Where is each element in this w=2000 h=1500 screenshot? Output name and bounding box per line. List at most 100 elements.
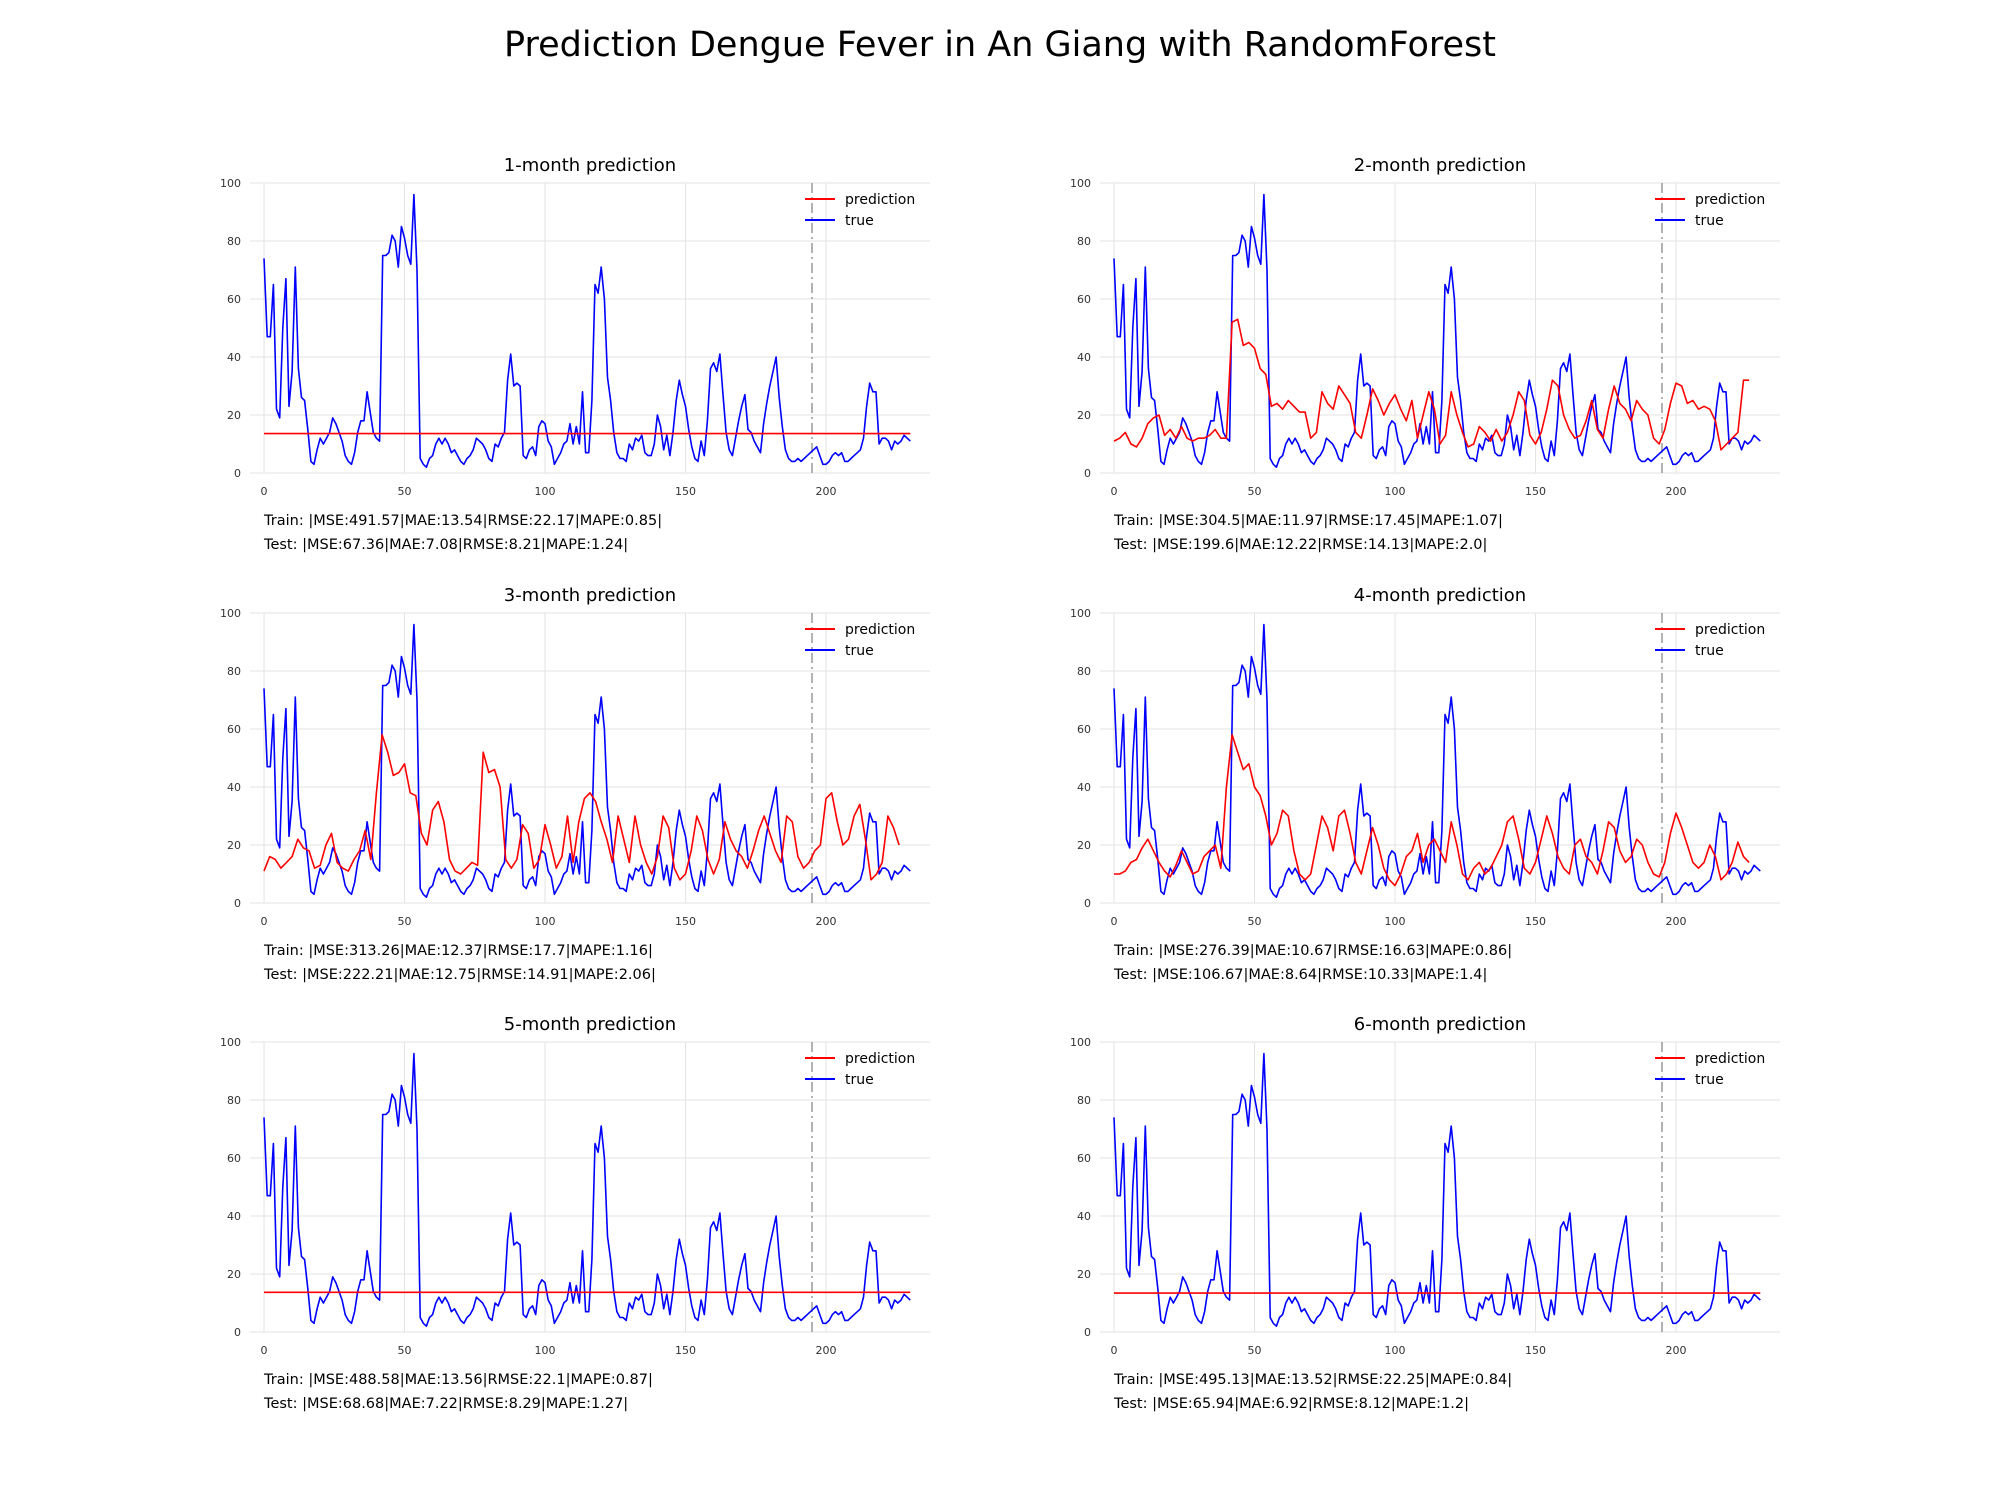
y-tick-label: 80 — [1077, 665, 1091, 678]
prediction-series-line — [1114, 734, 1750, 887]
x-tick-label: 0 — [1111, 485, 1118, 498]
true-series-line — [1113, 1052, 1761, 1327]
y-tick-label: 0 — [1084, 897, 1091, 910]
x-tick-label: 200 — [1666, 1344, 1687, 1357]
x-tick-label: 150 — [1525, 485, 1546, 498]
legend-prediction-label: prediction — [1695, 1051, 1765, 1067]
x-tick-label: 150 — [1525, 1344, 1546, 1357]
test-metrics: Test: |MSE:222.21|MAE:12.75|RMSE:14.91|M… — [263, 967, 656, 983]
prediction-series-line — [1113, 318, 1750, 451]
x-tick-label: 50 — [1248, 485, 1262, 498]
y-tick-label: 100 — [1070, 177, 1091, 190]
x-tick-label: 200 — [816, 1344, 837, 1357]
x-tick-label: 200 — [1666, 485, 1687, 498]
true-series-line — [263, 623, 911, 898]
legend-prediction-label: prediction — [1695, 622, 1765, 638]
y-tick-label: 0 — [1084, 1326, 1091, 1339]
x-tick-label: 150 — [675, 485, 696, 498]
figure-title: Prediction Dengue Fever in An Giang with… — [504, 25, 1496, 65]
y-tick-label: 60 — [1077, 723, 1091, 736]
x-tick-label: 100 — [1385, 915, 1406, 928]
x-tick-label: 0 — [261, 485, 268, 498]
y-tick-label: 100 — [220, 1036, 241, 1049]
subplot-title: 3-month prediction — [504, 585, 676, 606]
y-tick-label: 20 — [227, 409, 241, 422]
x-tick-label: 100 — [535, 915, 556, 928]
y-tick-label: 80 — [1077, 1094, 1091, 1107]
legend-true-label: true — [1695, 213, 1724, 229]
y-tick-label: 80 — [227, 1094, 241, 1107]
x-tick-label: 100 — [1385, 1344, 1406, 1357]
y-tick-label: 60 — [227, 723, 241, 736]
y-tick-label: 40 — [227, 351, 241, 364]
train-metrics: Train: |MSE:495.13|MAE:13.52|RMSE:22.25|… — [1113, 1372, 1512, 1388]
legend-true-label: true — [845, 643, 874, 659]
x-tick-label: 50 — [398, 485, 412, 498]
legend-prediction-label: prediction — [1695, 192, 1765, 208]
subplot-6: 0 50 100 150 200 0 20 40 60 80 100 6-month predicti… — [1070, 1014, 1780, 1412]
y-tick-label: 60 — [1077, 293, 1091, 306]
x-tick-label: 100 — [535, 485, 556, 498]
y-tick-label: 100 — [1070, 1036, 1091, 1049]
subplot-title: 5-month prediction — [504, 1014, 676, 1035]
y-tick-label: 40 — [1077, 1210, 1091, 1223]
y-tick-label: 20 — [1077, 409, 1091, 422]
y-tick-label: 80 — [1077, 235, 1091, 248]
legend-prediction-label: prediction — [845, 622, 915, 638]
x-tick-label: 0 — [261, 1344, 268, 1357]
x-tick-label: 150 — [675, 915, 696, 928]
true-series-line — [263, 193, 911, 468]
x-tick-label: 100 — [1385, 485, 1406, 498]
x-tick-label: 0 — [261, 915, 268, 928]
y-tick-label: 40 — [1077, 781, 1091, 794]
legend-true-label: true — [1695, 643, 1724, 659]
y-tick-label: 60 — [1077, 1152, 1091, 1165]
y-tick-label: 100 — [220, 177, 241, 190]
true-series-line — [1113, 193, 1761, 468]
test-metrics: Test: |MSE:106.67|MAE:8.64|RMSE:10.33|MA… — [1113, 967, 1487, 983]
y-tick-label: 20 — [227, 1268, 241, 1281]
subplot-5: 0 50 100 150 200 0 20 40 60 80 100 5-month predicti… — [220, 1014, 930, 1412]
train-metrics: Train: |MSE:304.5|MAE:11.97|RMSE:17.45|M… — [1113, 513, 1503, 529]
x-tick-label: 50 — [398, 915, 412, 928]
y-tick-label: 20 — [227, 839, 241, 852]
x-tick-label: 150 — [675, 1344, 696, 1357]
y-tick-label: 0 — [234, 1326, 241, 1339]
subplot-3: 0 50 100 150 200 0 20 40 60 80 100 3-month predicti… — [220, 585, 930, 983]
x-tick-label: 50 — [1248, 915, 1262, 928]
subplot-1: 0 50 100 150 200 0 20 40 60 80 100 1-month predicti… — [220, 155, 930, 553]
x-tick-label: 100 — [535, 1344, 556, 1357]
legend-true-label: true — [1695, 1072, 1724, 1088]
x-tick-label: 50 — [398, 1344, 412, 1357]
x-tick-label: 0 — [1111, 915, 1118, 928]
subplot-title: 4-month prediction — [1354, 585, 1526, 606]
x-tick-label: 200 — [1666, 915, 1687, 928]
y-tick-label: 0 — [234, 897, 241, 910]
x-tick-label: 50 — [1248, 1344, 1262, 1357]
prediction-series-line — [263, 734, 900, 881]
true-series-line — [1113, 623, 1761, 898]
legend-true-label: true — [845, 1072, 874, 1088]
subplot-title: 6-month prediction — [1354, 1014, 1526, 1035]
y-tick-label: 80 — [227, 665, 241, 678]
legend-true-label: true — [845, 213, 874, 229]
train-metrics: Train: |MSE:488.58|MAE:13.56|RMSE:22.1|M… — [263, 1372, 653, 1388]
y-tick-label: 80 — [227, 235, 241, 248]
test-metrics: Test: |MSE:68.68|MAE:7.22|RMSE:8.29|MAPE… — [263, 1396, 628, 1412]
x-tick-label: 150 — [1525, 915, 1546, 928]
subplot-2: 0 50 100 150 200 0 20 40 60 80 100 2-month predicti… — [1070, 155, 1780, 553]
x-tick-label: 200 — [816, 485, 837, 498]
legend-prediction-label: prediction — [845, 1051, 915, 1067]
y-tick-label: 60 — [227, 1152, 241, 1165]
subplot-title: 1-month prediction — [504, 155, 676, 176]
x-tick-label: 200 — [816, 915, 837, 928]
y-tick-label: 20 — [1077, 1268, 1091, 1281]
y-tick-label: 40 — [227, 781, 241, 794]
y-tick-label: 100 — [1070, 607, 1091, 620]
train-metrics: Train: |MSE:276.39|MAE:10.67|RMSE:16.63|… — [1113, 943, 1512, 959]
subplot-4: 0 50 100 150 200 0 20 40 60 80 100 4-month predicti… — [1070, 585, 1780, 983]
legend-prediction-label: prediction — [845, 192, 915, 208]
y-tick-label: 40 — [1077, 351, 1091, 364]
test-metrics: Test: |MSE:67.36|MAE:7.08|RMSE:8.21|MAPE… — [263, 537, 628, 553]
